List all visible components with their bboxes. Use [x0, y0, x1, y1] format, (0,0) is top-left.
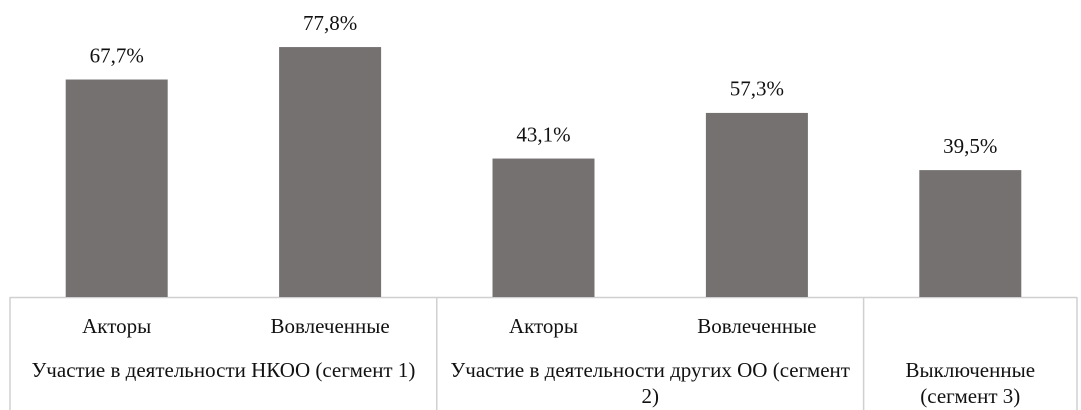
group-label: Выключенные (сегмент 3) — [905, 358, 1036, 408]
bar — [279, 47, 382, 297]
group-label: Участие в деятельности НКОО (сегмент 1) — [31, 358, 416, 382]
bar — [65, 79, 168, 297]
category-label: Вовлеченные — [697, 314, 816, 338]
bar — [492, 158, 595, 297]
bar — [919, 170, 1022, 297]
value-label: 39,5% — [943, 134, 997, 158]
value-label: 57,3% — [730, 77, 784, 101]
bar — [705, 112, 808, 297]
value-label: 77,8% — [303, 11, 357, 35]
category-label: Акторы — [509, 314, 578, 338]
value-label: 67,7% — [90, 43, 144, 67]
category-label: Вовлеченные — [270, 314, 389, 338]
category-label: Акторы — [82, 314, 151, 338]
value-label: 43,1% — [516, 122, 570, 146]
group-label: Участие в деятельности других ОО (сегмен… — [450, 358, 850, 408]
